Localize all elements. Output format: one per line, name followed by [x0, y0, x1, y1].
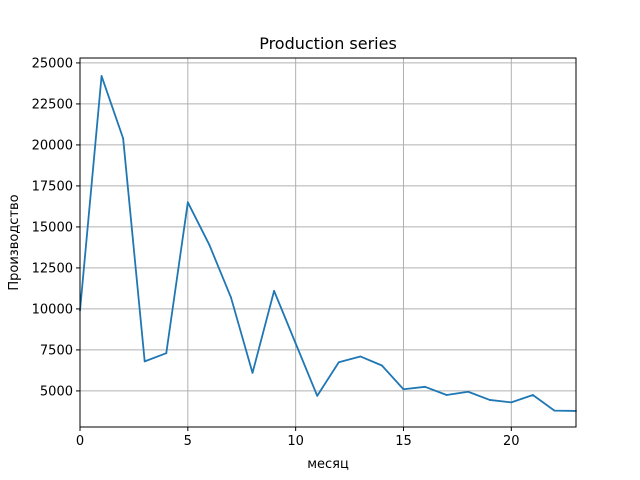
- y-tick-label: 5000: [40, 384, 73, 399]
- x-tick-label: 10: [287, 434, 304, 449]
- series-layer: [79, 75, 577, 412]
- data-point: [230, 296, 232, 299]
- data-point: [186, 201, 189, 204]
- data-point: [273, 289, 275, 292]
- series-line: [79, 75, 577, 412]
- axis-ticks: 0 5 10 15 20 5000 7500 10000 12500 15000 17500 2000…: [32, 56, 520, 449]
- data-point: [100, 75, 103, 77]
- data-point: [488, 399, 491, 401]
- data-point: [467, 390, 470, 393]
- data-point: [165, 352, 168, 355]
- y-tick-label: 7500: [40, 343, 73, 358]
- data-point: [337, 361, 340, 364]
- x-tick-label: 5: [184, 434, 192, 449]
- y-tick-label: 22500: [32, 97, 73, 112]
- x-tick-label: 15: [395, 434, 412, 449]
- data-point: [359, 355, 362, 358]
- data-point: [553, 409, 556, 412]
- x-tick-label: 0: [76, 434, 84, 449]
- plot-area-frame: [79, 57, 577, 428]
- y-axis-label: Производство: [7, 194, 22, 290]
- y-tick-label: 12500: [32, 261, 73, 276]
- grid-lines: [79, 58, 576, 427]
- data-point: [445, 394, 448, 396]
- data-point: [424, 385, 426, 388]
- y-tick-label: 10000: [32, 302, 73, 317]
- data-point: [531, 394, 534, 396]
- data-point: [402, 388, 405, 391]
- y-tick-label: 17500: [32, 179, 73, 194]
- chart-title: Production series: [259, 34, 397, 53]
- data-point: [143, 360, 146, 363]
- data-point: [316, 394, 319, 397]
- x-tick-label: 20: [503, 434, 520, 449]
- data-point: [208, 244, 211, 246]
- y-tick-label: 25000: [32, 56, 73, 71]
- data-point: [510, 401, 513, 404]
- y-tick-label: 15000: [32, 220, 73, 235]
- data-point: [122, 137, 125, 140]
- data-point: [381, 364, 383, 367]
- y-tick-label: 20000: [32, 138, 73, 153]
- data-point: [251, 371, 254, 374]
- data-point: [294, 342, 297, 345]
- x-axis-label: месяц: [307, 457, 349, 472]
